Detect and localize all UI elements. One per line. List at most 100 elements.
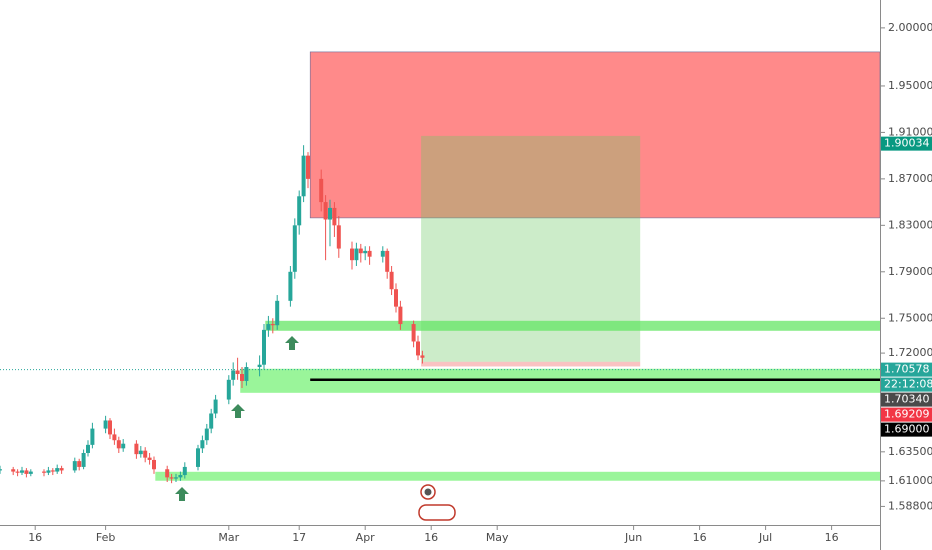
candle-body	[270, 324, 275, 326]
candle-body	[138, 450, 143, 455]
candle-body	[213, 399, 218, 414]
x-tick-label: Jun	[624, 531, 642, 544]
candle-body	[55, 468, 60, 472]
x-tick-label: Feb	[96, 531, 115, 544]
candle-body	[72, 461, 77, 471]
candle-body	[209, 413, 214, 429]
candle-body	[235, 370, 240, 375]
candle-body	[152, 459, 156, 470]
x-tick-label: 16	[424, 531, 438, 544]
price-badge	[881, 362, 932, 377]
price-badge-label: 1.69000	[884, 423, 930, 436]
candle-body	[11, 469, 16, 472]
candle-body	[143, 450, 148, 458]
candle-body	[301, 155, 306, 197]
price-badge	[881, 392, 932, 407]
candle-body	[380, 250, 385, 257]
candle-body	[204, 428, 209, 441]
price-badge-label: 1.90034	[884, 137, 930, 150]
price-badge	[881, 422, 932, 437]
candle-body	[275, 300, 280, 326]
arrow-up	[231, 404, 245, 418]
candle-body	[394, 289, 398, 307]
candle-body	[50, 470, 55, 472]
candle-body	[0, 469, 2, 471]
candle-body	[336, 225, 341, 249]
plot-area	[0, 51, 881, 484]
y-tick-label: 1.58800	[888, 499, 932, 512]
candle-body	[116, 440, 121, 449]
candle-body	[385, 250, 390, 272]
candle-body	[165, 469, 170, 478]
candle-body	[46, 470, 51, 473]
candle-body	[174, 477, 178, 479]
candle-body	[77, 461, 82, 467]
candle-body	[121, 443, 126, 449]
candle-body	[231, 370, 236, 380]
candle-body	[411, 324, 416, 342]
candle-body	[200, 440, 205, 449]
candle-body	[262, 329, 266, 365]
price-badge-label: 1.70340	[884, 393, 930, 406]
candle-body	[108, 420, 112, 435]
candle-body	[20, 470, 24, 473]
candle-body	[332, 207, 337, 226]
event-icon-core	[424, 488, 432, 496]
candle-body	[81, 452, 86, 467]
price-badge-label: 1.70578	[884, 363, 930, 376]
y-tick-label: 1.83000	[888, 218, 932, 231]
x-tick-label: 16	[825, 531, 839, 544]
candle-body	[112, 434, 117, 441]
candle-body	[182, 466, 187, 476]
candle-body	[288, 271, 293, 301]
y-tick-label: 1.79000	[888, 265, 932, 278]
zone	[309, 51, 881, 219]
y-tick-label: 1.63500	[888, 445, 932, 458]
x-tick-label: Jul	[758, 531, 772, 544]
candle-body	[389, 271, 394, 290]
event-icons	[418, 484, 456, 521]
candle-body	[354, 248, 359, 261]
candle-body	[90, 428, 95, 445]
x-tick-label: 17	[292, 531, 306, 544]
candle-body	[398, 306, 403, 325]
zone	[421, 361, 641, 367]
candle-body	[103, 420, 108, 429]
y-tick-label: 1.61000	[888, 474, 932, 487]
y-tick-label: 1.95000	[888, 79, 932, 92]
candle-body	[15, 471, 20, 473]
candle-body	[292, 225, 297, 272]
candle-body	[257, 364, 262, 368]
candle-body	[416, 341, 420, 356]
candle-body	[86, 444, 90, 453]
candle-body	[266, 324, 271, 330]
x-tick-label: Apr	[356, 531, 376, 544]
price-badge	[881, 136, 932, 151]
candle-body	[134, 443, 139, 455]
candle-body	[328, 207, 332, 220]
candle-body	[196, 448, 200, 467]
y-tick-label: 1.87000	[888, 172, 932, 185]
signal-arrows	[175, 336, 299, 501]
x-tick-label: Mar	[218, 531, 239, 544]
arrow-up	[175, 487, 189, 501]
arrow-up	[285, 336, 299, 350]
candle-body	[24, 470, 29, 474]
candle-body	[178, 475, 183, 478]
x-tick-label: 16	[693, 531, 707, 544]
candle-body	[28, 471, 33, 474]
candle-body	[323, 202, 328, 220]
x-tick-label: 16	[28, 531, 42, 544]
price-badge-label: 1.69209	[884, 408, 930, 421]
y-tick-label: 1.91000	[888, 125, 932, 138]
event-group-icon	[418, 504, 456, 521]
candle-body	[297, 196, 302, 226]
candle-body	[147, 457, 152, 460]
price-badge	[881, 407, 932, 422]
zone	[265, 320, 880, 331]
candle-body	[226, 379, 231, 400]
candle-body	[240, 374, 244, 381]
candle-body	[319, 178, 324, 203]
candle-body	[169, 477, 174, 479]
